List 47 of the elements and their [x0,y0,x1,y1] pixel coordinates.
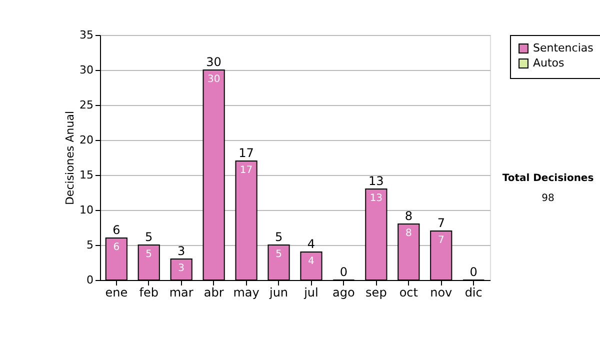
x-tick-label: ene [105,286,128,300]
x-tick-label: sep [366,286,387,300]
total-label: 30 [206,55,222,69]
total-label: 5 [274,230,283,244]
total-label: 3 [178,244,186,258]
y-tick-label: 30 [80,64,94,76]
total-label: 17 [238,146,254,160]
x-tick-label: jun [268,286,288,300]
x-tick-label: feb [139,286,158,300]
data-label: 4 [308,256,314,267]
x-tick-label: may [233,286,260,300]
legend-label: Autos [533,56,565,70]
x-tick-label: jul [303,286,318,300]
x-tick-label: nov [430,286,452,300]
y-tick-label: 20 [80,134,94,146]
data-label: 8 [405,228,412,239]
text: Total Decisiones [502,173,594,184]
x-tick-label: mar [169,286,194,300]
x-tick-label: ago [332,286,355,300]
total-label: 8 [404,209,412,223]
data-label: 5 [276,249,282,260]
total-label: 13 [368,174,384,188]
total-label: 5 [145,230,153,244]
data-label: 6 [113,242,120,253]
legend-label: Sentencias [533,42,594,54]
data-label: 5 [146,249,152,260]
total-label: 7 [437,216,445,230]
x-tick-label: abr [204,286,224,300]
data-label: 7 [438,235,444,246]
data-label: 17 [240,165,253,176]
y-tick-label: 0 [86,274,94,286]
total-label: 6 [112,223,120,237]
data-label: 30 [207,74,220,85]
y-tick-label: 10 [80,204,94,216]
total-label: 0 [470,265,478,279]
y-axis-title: Decisiones Anual [64,110,77,206]
y-tick-label: 5 [86,238,94,252]
y-tick-label: 35 [80,28,94,42]
text: 98 [542,193,554,204]
data-label: 3 [178,263,185,274]
x-tick-label: dic [464,286,482,300]
data-label: 13 [370,193,383,204]
total-label: 4 [307,237,316,251]
y-tick-label: 15 [80,168,94,182]
x-tick-label: oct [399,286,418,300]
y-tick-label: 25 [80,98,94,112]
total-label: 0 [340,265,348,279]
